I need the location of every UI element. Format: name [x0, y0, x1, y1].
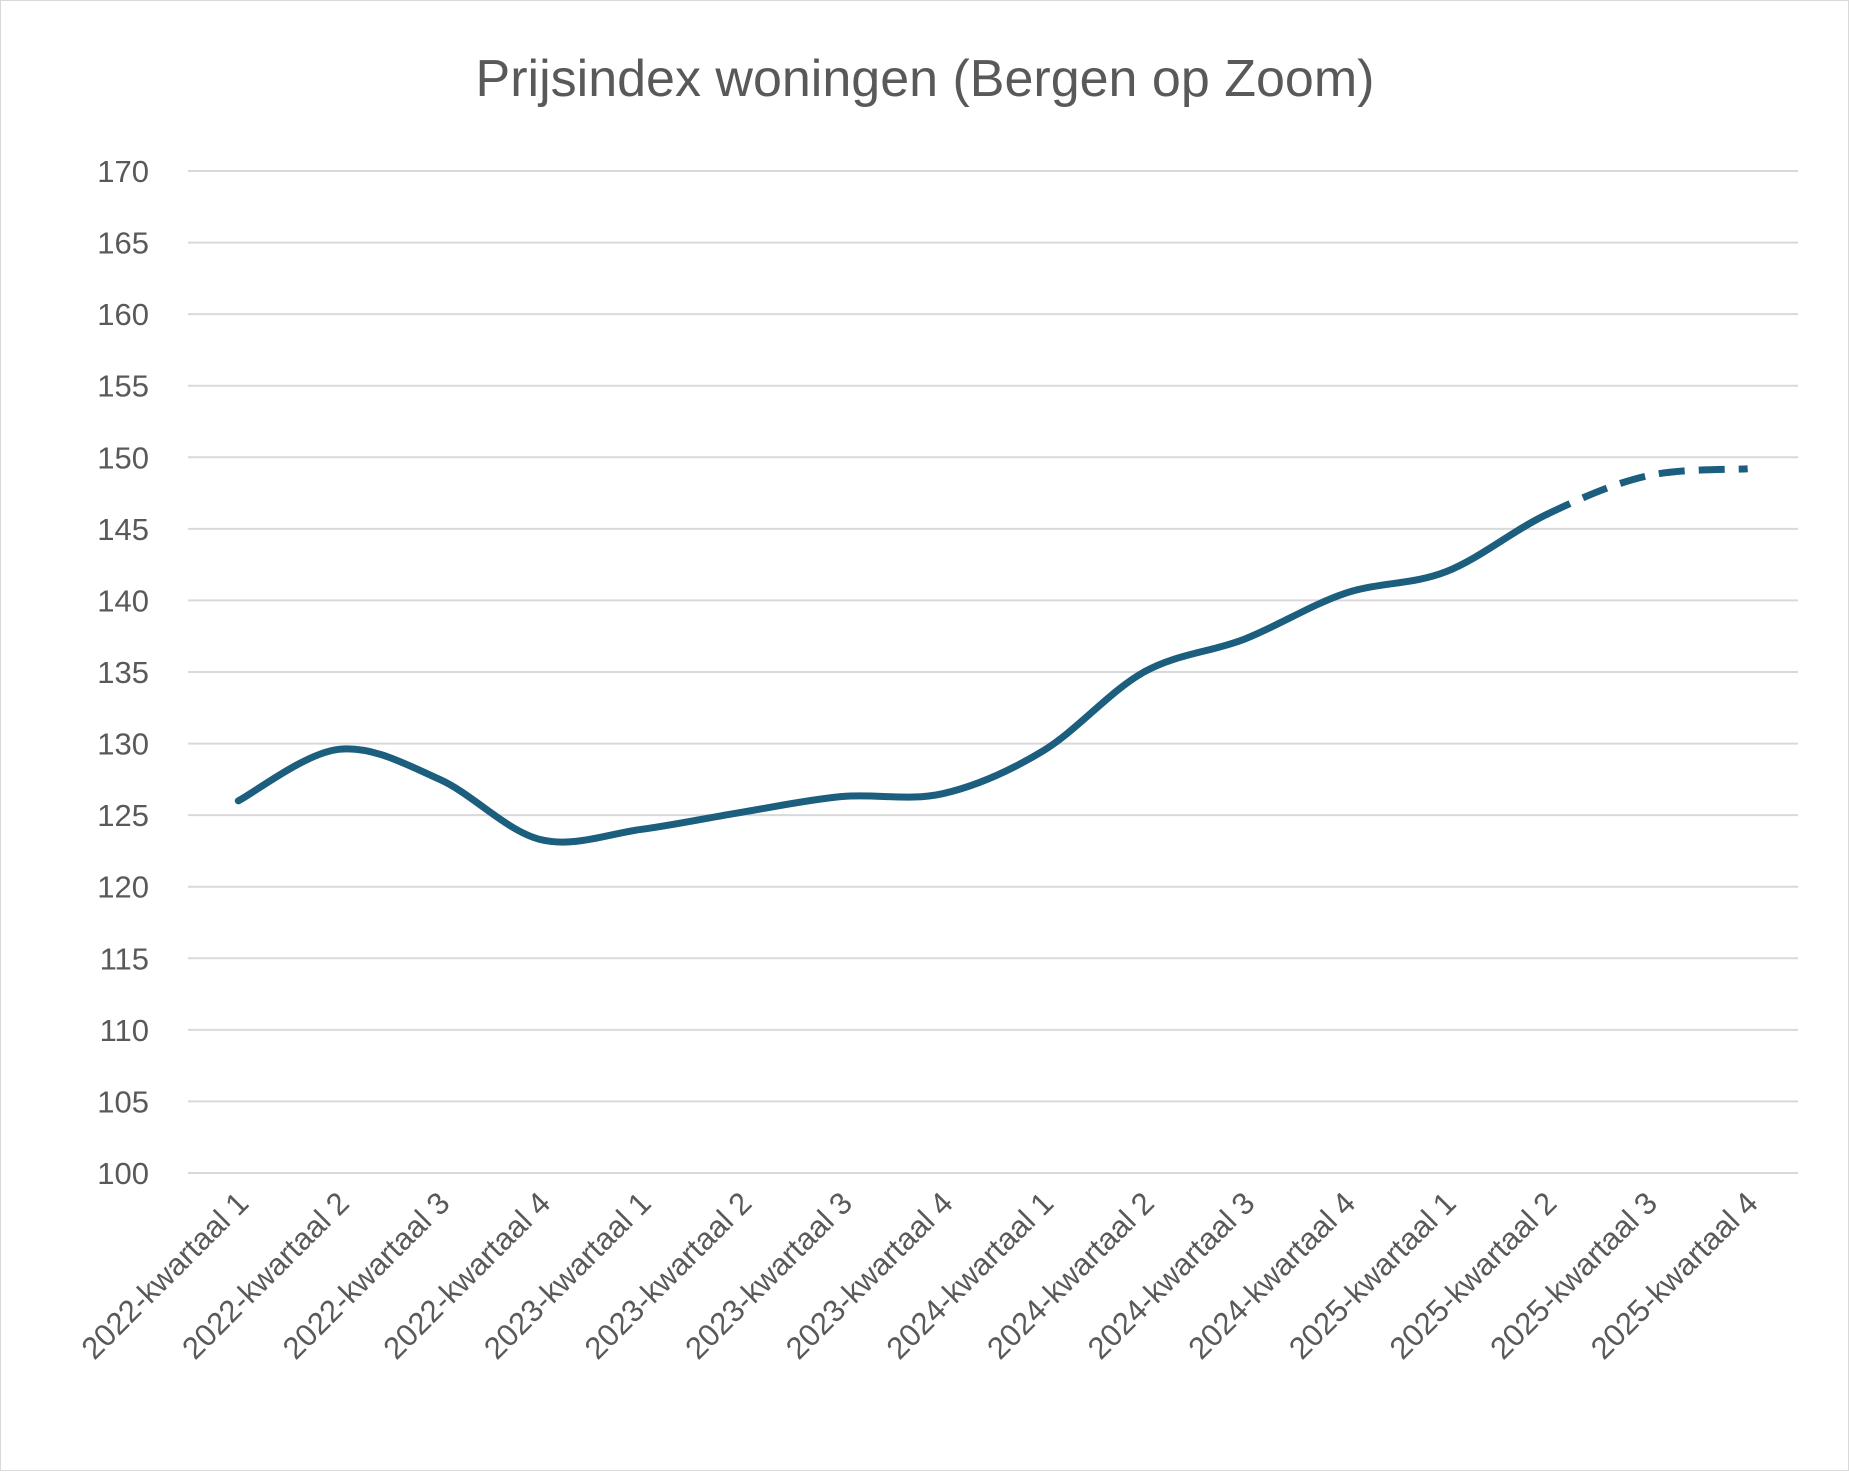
- y-tick-label: 120: [97, 870, 149, 905]
- y-tick-label: 170: [97, 154, 149, 189]
- y-tick-label: 155: [97, 369, 149, 404]
- y-tick-label: 160: [97, 297, 149, 332]
- y-tick-label: 110: [100, 1013, 149, 1048]
- y-tick-label: 130: [97, 727, 149, 762]
- y-tick-label: 125: [97, 798, 149, 833]
- y-tick-label: 100: [97, 1156, 149, 1191]
- y-axis-ticks: 100 105 110 115 120 125 130 135 140 145 150 155 160 1…: [97, 154, 149, 1191]
- chart-title: Prijsindex woningen (Bergen op Zoom): [476, 50, 1375, 108]
- grid-lines: [188, 170, 1798, 1174]
- y-tick-label: 165: [97, 226, 149, 261]
- y-tick-label: 105: [97, 1084, 149, 1119]
- series-line-solid: [234, 511, 1550, 846]
- y-tick-label: 150: [97, 440, 149, 475]
- series-layer: [234, 465, 1748, 846]
- y-tick-label: 140: [97, 583, 149, 618]
- series-line-forecast: [1544, 465, 1748, 518]
- x-tick-label: 2022-kwartaal 1: [75, 1185, 256, 1366]
- y-tick-label: 145: [97, 512, 149, 547]
- y-tick-label: 135: [97, 655, 149, 690]
- y-tick-label: 115: [100, 941, 149, 976]
